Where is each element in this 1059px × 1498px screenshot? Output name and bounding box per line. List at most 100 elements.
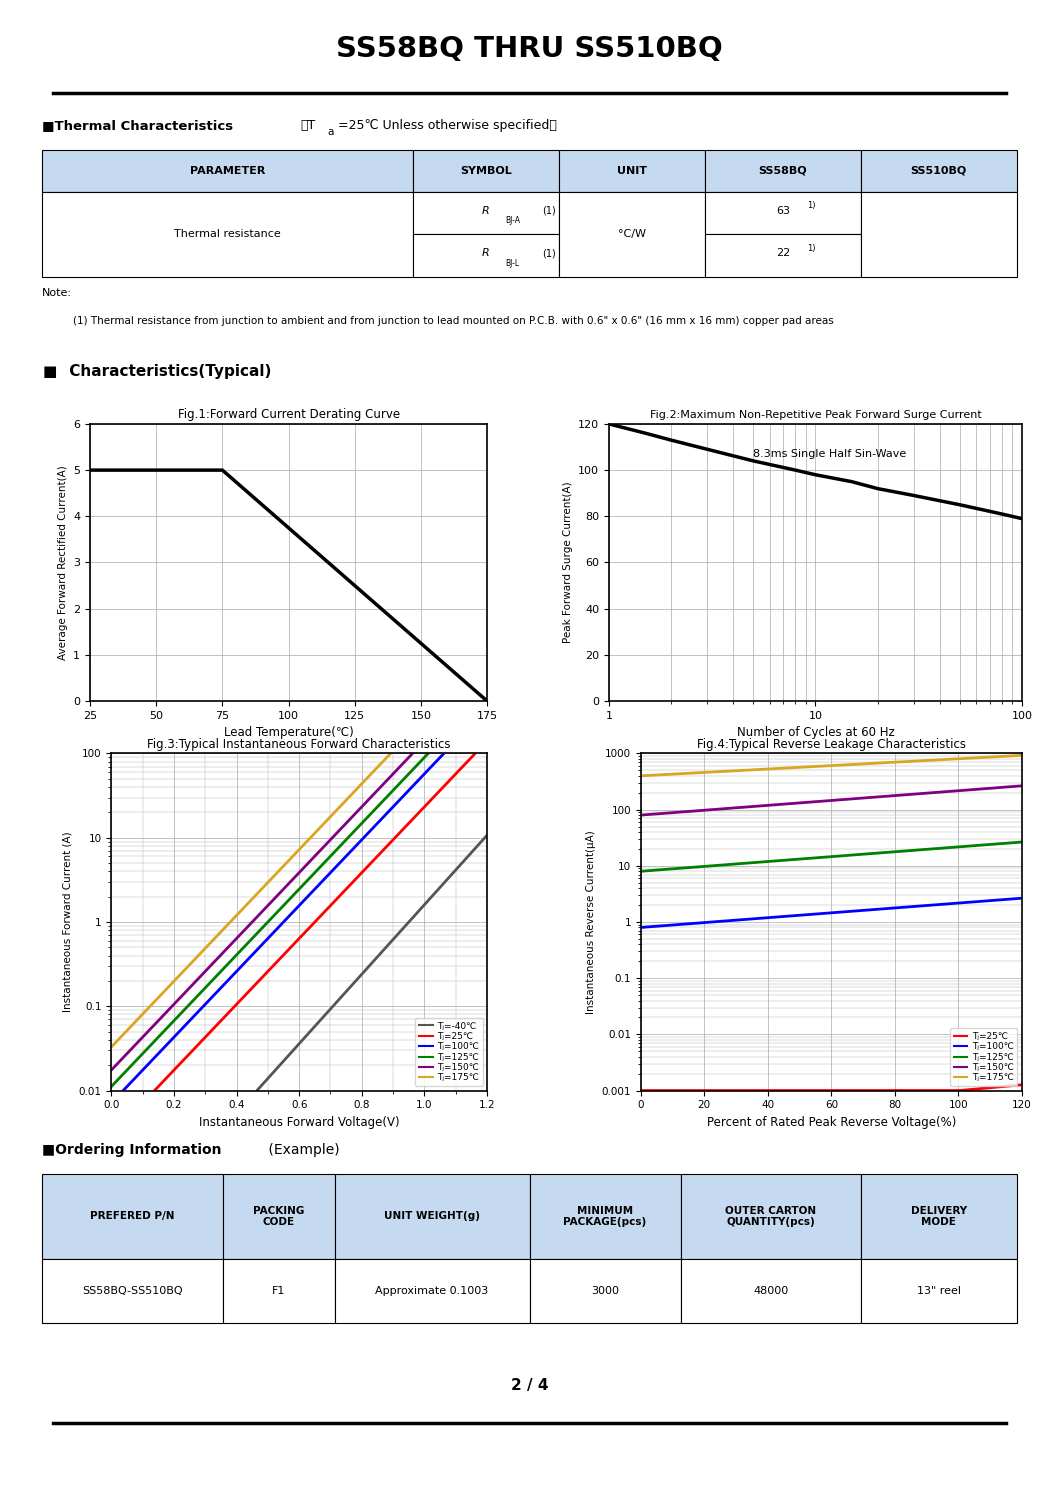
Tⱼ=-40℃ [258, 1073, 271, 1091]
Tⱼ=100℃ [437, 745, 450, 762]
Tⱼ=150℃ [327, 828, 340, 846]
Text: 22: 22 [775, 249, 790, 258]
Bar [530, 1174, 681, 1258]
Text: 13" reel: 13" reel [917, 1285, 961, 1296]
Line: Tⱼ=125℃: Tⱼ=125℃ [641, 842, 1022, 872]
Bar [222, 1258, 335, 1323]
Bar [705, 192, 861, 235]
Tⱼ=175℃ [910, 752, 922, 770]
Tⱼ=25℃ [874, 1082, 886, 1100]
Text: SS58BQ: SS58BQ [758, 166, 807, 175]
Title: Fig.1:Forward Current Derating Curve: Fig.1:Forward Current Derating Curve [178, 409, 399, 421]
X-axis label: Percent of Rated Peak Reverse Voltage(%): Percent of Rated Peak Reverse Voltage(%) [706, 1116, 956, 1129]
Tⱼ=175℃ [358, 771, 371, 789]
Tⱼ=150℃ [758, 797, 771, 815]
Tⱼ=100℃ [786, 906, 798, 924]
Tⱼ=100℃ [758, 909, 771, 927]
Tⱼ=150℃ [912, 785, 925, 803]
Tⱼ=100℃ [295, 894, 308, 912]
Tⱼ=150℃ [105, 1061, 118, 1079]
Tⱼ=125℃ [1016, 833, 1028, 851]
Tⱼ=175℃ [758, 759, 771, 777]
Bar [681, 1258, 861, 1323]
Legend: Tⱼ=25℃, Tⱼ=100℃, Tⱼ=125℃, Tⱼ=150℃, Tⱼ=175℃: Tⱼ=25℃, Tⱼ=100℃, Tⱼ=125℃, Tⱼ=150℃, Tⱼ=17… [950, 1029, 1018, 1086]
Text: (1): (1) [542, 249, 556, 258]
Tⱼ=150℃ [680, 803, 693, 821]
Bar [42, 150, 413, 192]
Tⱼ=175℃ [312, 821, 325, 839]
Tⱼ=25℃ [758, 1082, 771, 1100]
Text: UNIT WEIGHT(g): UNIT WEIGHT(g) [384, 1212, 480, 1221]
Tⱼ=150℃ [257, 900, 270, 918]
Tⱼ=175℃ [384, 745, 397, 762]
Bar [705, 150, 861, 192]
Tⱼ=25℃ [241, 984, 254, 1002]
Tⱼ=125℃ [214, 963, 227, 981]
Text: Note:: Note: [42, 288, 72, 298]
Text: F1: F1 [272, 1285, 285, 1296]
Tⱼ=25℃ [786, 1082, 798, 1100]
Tⱼ=25℃ [326, 894, 339, 912]
Tⱼ=150℃ [1016, 777, 1028, 795]
Text: =25℃ Unless otherwise specified）: =25℃ Unless otherwise specified） [338, 120, 556, 132]
Tⱼ=150℃ [910, 785, 922, 803]
Tⱼ=125℃ [912, 840, 925, 858]
Y-axis label: Instantaneous Forward Current (A): Instantaneous Forward Current (A) [62, 831, 73, 1013]
Bar [42, 192, 413, 277]
Bar [681, 1174, 861, 1258]
Text: (1) Thermal resistance from junction to ambient and from junction to lead mounte: (1) Thermal resistance from junction to … [60, 316, 833, 327]
Tⱼ=125℃ [758, 852, 771, 870]
Bar [42, 1174, 222, 1258]
Text: （T: （T [301, 120, 316, 132]
Tⱼ=100℃ [634, 918, 647, 936]
Y-axis label: Peak Forward Surge Current(A): Peak Forward Surge Current(A) [562, 482, 573, 643]
Tⱼ=25℃ [284, 939, 297, 957]
Text: PREFERED P/N: PREFERED P/N [90, 1212, 175, 1221]
Tⱼ=175℃ [874, 753, 886, 771]
Tⱼ=150℃ [634, 806, 647, 824]
Line: Tⱼ=150℃: Tⱼ=150℃ [111, 753, 412, 1070]
Bar [42, 1258, 222, 1323]
Legend: Tⱼ=-40℃, Tⱼ=25℃, Tⱼ=100℃, Tⱼ=125℃, Tⱼ=150℃, Tⱼ=175℃: Tⱼ=-40℃, Tⱼ=25℃, Tⱼ=100℃, Tⱼ=125℃, Tⱼ=15… [415, 1019, 483, 1086]
Tⱼ=25℃ [408, 809, 420, 827]
Tⱼ=100℃ [338, 849, 351, 867]
Line: Tⱼ=125℃: Tⱼ=125℃ [111, 753, 428, 1086]
Tⱼ=25℃ [912, 1082, 925, 1100]
Tⱼ=175℃ [280, 855, 292, 873]
Text: 2 / 4: 2 / 4 [510, 1378, 549, 1393]
Text: UNIT: UNIT [616, 166, 647, 175]
Text: PACKING
CODE: PACKING CODE [253, 1206, 304, 1227]
Text: Thermal resistance: Thermal resistance [174, 229, 281, 240]
Tⱼ=100℃ [874, 900, 886, 918]
Text: a: a [328, 127, 335, 136]
Tⱼ=25℃ [910, 1082, 922, 1100]
Tⱼ=125℃ [377, 792, 390, 810]
Tⱼ=25℃ [370, 849, 382, 867]
Line: Tⱼ=150℃: Tⱼ=150℃ [641, 786, 1022, 815]
Tⱼ=150℃ [406, 745, 418, 762]
Title: Fig.3:Typical Instantaneous Forward Characteristics: Fig.3:Typical Instantaneous Forward Char… [147, 739, 451, 750]
Text: MINIMUM
PACKAGE(pcs): MINIMUM PACKAGE(pcs) [563, 1206, 647, 1227]
Text: °C/W: °C/W [617, 229, 646, 240]
Tⱼ=175℃ [324, 807, 337, 825]
Tⱼ=-40℃ [481, 825, 493, 843]
Text: 48000: 48000 [753, 1285, 788, 1296]
Tⱼ=-40℃ [263, 1068, 275, 1086]
Tⱼ=125℃ [195, 983, 208, 1001]
Text: (Example): (Example) [265, 1143, 340, 1158]
Tⱼ=125℃ [154, 1028, 166, 1046]
Tⱼ=175℃ [912, 752, 925, 770]
Text: OUTER CARTON
QUANTITY(pcs): OUTER CARTON QUANTITY(pcs) [725, 1206, 816, 1227]
Text: Approximate 0.1003: Approximate 0.1003 [376, 1285, 488, 1296]
Bar [861, 1258, 1017, 1323]
Tⱼ=25℃ [634, 1082, 647, 1100]
Tⱼ=150℃ [323, 831, 336, 849]
Tⱼ=150℃ [392, 759, 405, 777]
Line: Tⱼ=175℃: Tⱼ=175℃ [111, 753, 391, 1047]
Tⱼ=125℃ [105, 1077, 118, 1095]
Bar [530, 1258, 681, 1323]
Line: Tⱼ=100℃: Tⱼ=100℃ [124, 753, 444, 1091]
Tⱼ=125℃ [634, 863, 647, 881]
Bar [413, 235, 559, 277]
X-axis label: Number of Cycles at 60 Hz: Number of Cycles at 60 Hz [737, 727, 894, 740]
